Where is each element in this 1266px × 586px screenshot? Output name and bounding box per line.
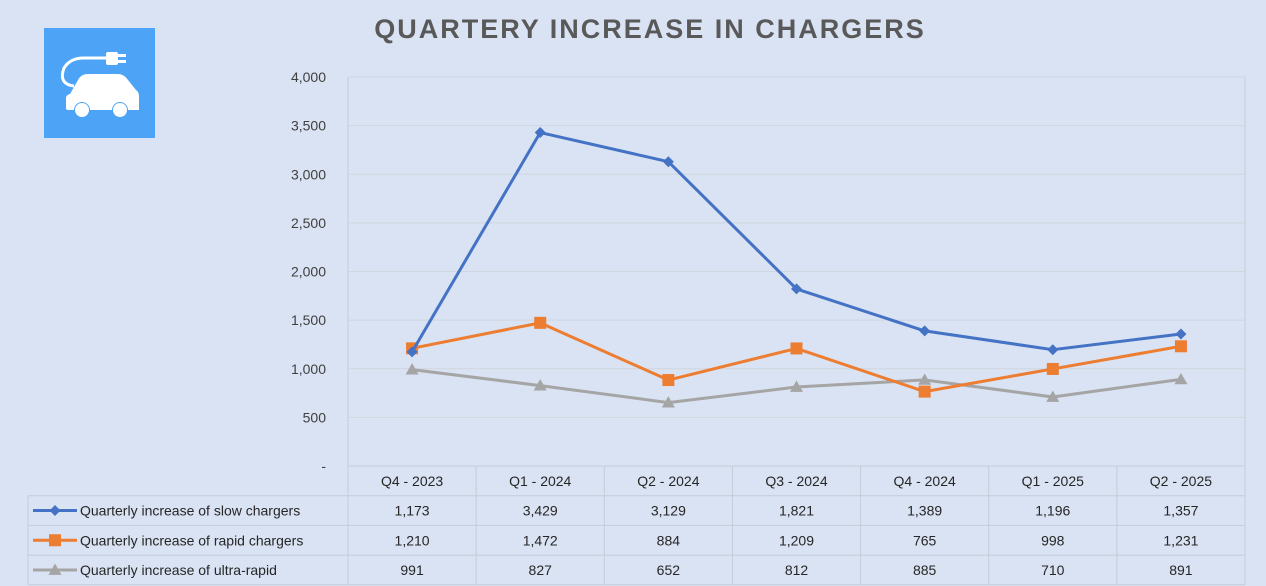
data-label: 1,472 (523, 532, 558, 548)
gridlines (348, 76, 1245, 418)
data-label: 1,209 (779, 532, 814, 548)
data-point (534, 127, 546, 139)
data-label: 812 (785, 562, 809, 578)
data-label: 765 (913, 532, 937, 548)
data-point (791, 283, 802, 295)
ev-charging-car-icon (60, 52, 139, 117)
x-category-label: Q3 - 2024 (765, 473, 827, 489)
data-point (1174, 372, 1188, 385)
x-category-label: Q2 - 2025 (1150, 473, 1212, 489)
data-label: 1,357 (1163, 503, 1198, 519)
legend-key-marker (48, 563, 62, 575)
x-category-label: Q1 - 2024 (509, 473, 571, 489)
chart-title: QUARTERY INCREASE IN CHARGERS (374, 14, 926, 44)
x-category-label: Q1 - 2025 (1022, 473, 1084, 489)
data-point (1047, 344, 1059, 356)
data-point (662, 156, 674, 168)
legend-key-marker (49, 534, 61, 547)
data-point (661, 396, 675, 408)
x-category-label: Q2 - 2024 (637, 473, 699, 489)
y-tick-label: 4,000 (291, 69, 326, 85)
x-category-label: Q4 - 2023 (381, 473, 443, 489)
data-label: 1,389 (907, 503, 942, 519)
x-category-label: Q4 - 2024 (894, 473, 956, 489)
y-tick-label: 2,000 (291, 264, 326, 280)
data-point (534, 316, 547, 329)
data-label: 1,210 (395, 532, 430, 548)
legend-label: Quarterly increase of ultra-rapid (80, 562, 277, 578)
data-point (790, 342, 803, 355)
data-point (919, 325, 931, 337)
data-point (662, 374, 675, 387)
data-point (533, 379, 547, 391)
series-lines (405, 127, 1188, 408)
data-point (1046, 362, 1059, 375)
legend-label: Quarterly increase of slow chargers (80, 503, 300, 519)
data-label: 991 (400, 562, 424, 578)
y-tick-label: 500 (303, 409, 327, 425)
data-label: 884 (657, 532, 681, 548)
logo (44, 28, 155, 138)
y-axis: - 500 1,000 1,500 2,000 2,500 3,000 3,500 4,000 (291, 69, 326, 474)
data-label: 1,231 (1163, 532, 1198, 548)
data-label: 710 (1041, 562, 1065, 578)
y-tick-label: 3,500 (291, 118, 326, 134)
data-point (1175, 328, 1187, 340)
y-tick-label: 3,000 (291, 166, 326, 182)
data-label: 891 (1169, 562, 1193, 578)
data-label: 1,821 (779, 503, 814, 519)
data-label: 3,429 (523, 503, 558, 519)
data-point (406, 346, 418, 358)
data-point (918, 385, 931, 398)
y-tick-label: 1,000 (291, 361, 326, 377)
data-label: 827 (529, 562, 553, 578)
data-label: 1,173 (395, 503, 430, 519)
data-label: 652 (657, 562, 681, 578)
legend-key-marker (49, 505, 61, 517)
y-tick-label: 1,500 (291, 312, 326, 328)
series-line (410, 131, 1182, 353)
data-point (790, 380, 803, 392)
data-point (918, 373, 932, 385)
y-tick-label: 2,500 (291, 215, 326, 231)
data-label: 1,196 (1035, 503, 1070, 519)
data-point (405, 363, 419, 375)
y-tick-label: - (321, 458, 326, 474)
data-point (1174, 340, 1187, 353)
data-label: 885 (913, 562, 937, 578)
data-point (1046, 390, 1060, 402)
data-table: Q4 - 2023 Q1 - 2024 Q2 - 2024 Q3 - 2024 Q4 -… (27, 77, 1246, 586)
legend-label: Quarterly increase of rapid chargers (80, 532, 303, 548)
data-label: 3,129 (651, 503, 686, 519)
data-label: 998 (1041, 532, 1065, 548)
